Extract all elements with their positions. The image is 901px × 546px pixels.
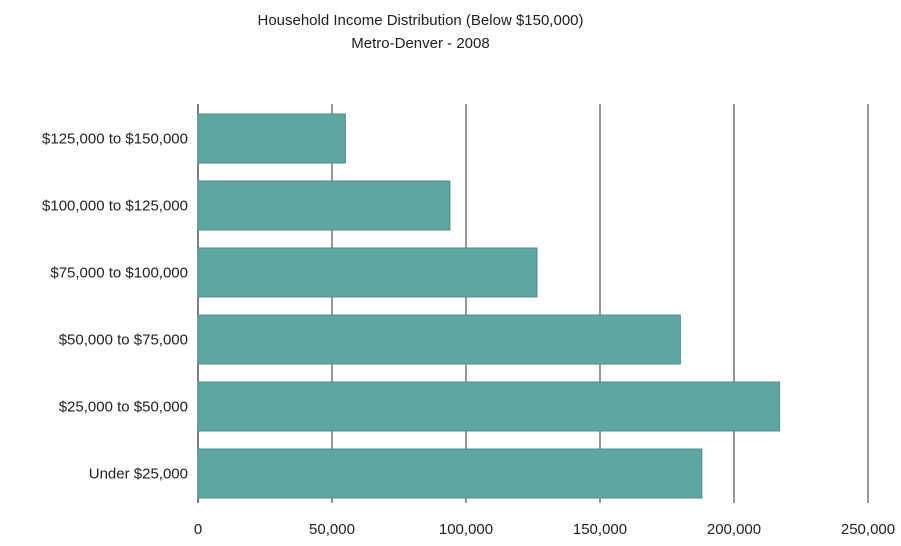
category-label: $25,000 to $50,000 [59, 399, 188, 416]
category-label: $50,000 to $75,000 [59, 332, 188, 349]
x-tick-label: 0 [194, 521, 202, 538]
chart-title: Household Income Distribution (Below $15… [257, 12, 584, 29]
bar [197, 113, 346, 164]
chart-subtitle: Metro-Denver - 2008 [351, 35, 490, 52]
x-tick-label: 200,000 [707, 521, 761, 538]
category-label: $100,000 to $125,000 [42, 198, 188, 215]
x-tick-label: 50,000 [309, 521, 355, 538]
bar [197, 314, 681, 365]
bar [197, 448, 703, 499]
bar [197, 381, 781, 432]
bar [197, 247, 538, 298]
bar [197, 180, 451, 231]
x-tick-label: 150,000 [573, 521, 627, 538]
category-label: $125,000 to $150,000 [42, 131, 188, 148]
category-label: $75,000 to $100,000 [50, 265, 188, 282]
category-label: Under $25,000 [89, 466, 188, 483]
x-tick-label: 250,000 [841, 521, 895, 538]
x-tick-label: 100,000 [439, 521, 493, 538]
